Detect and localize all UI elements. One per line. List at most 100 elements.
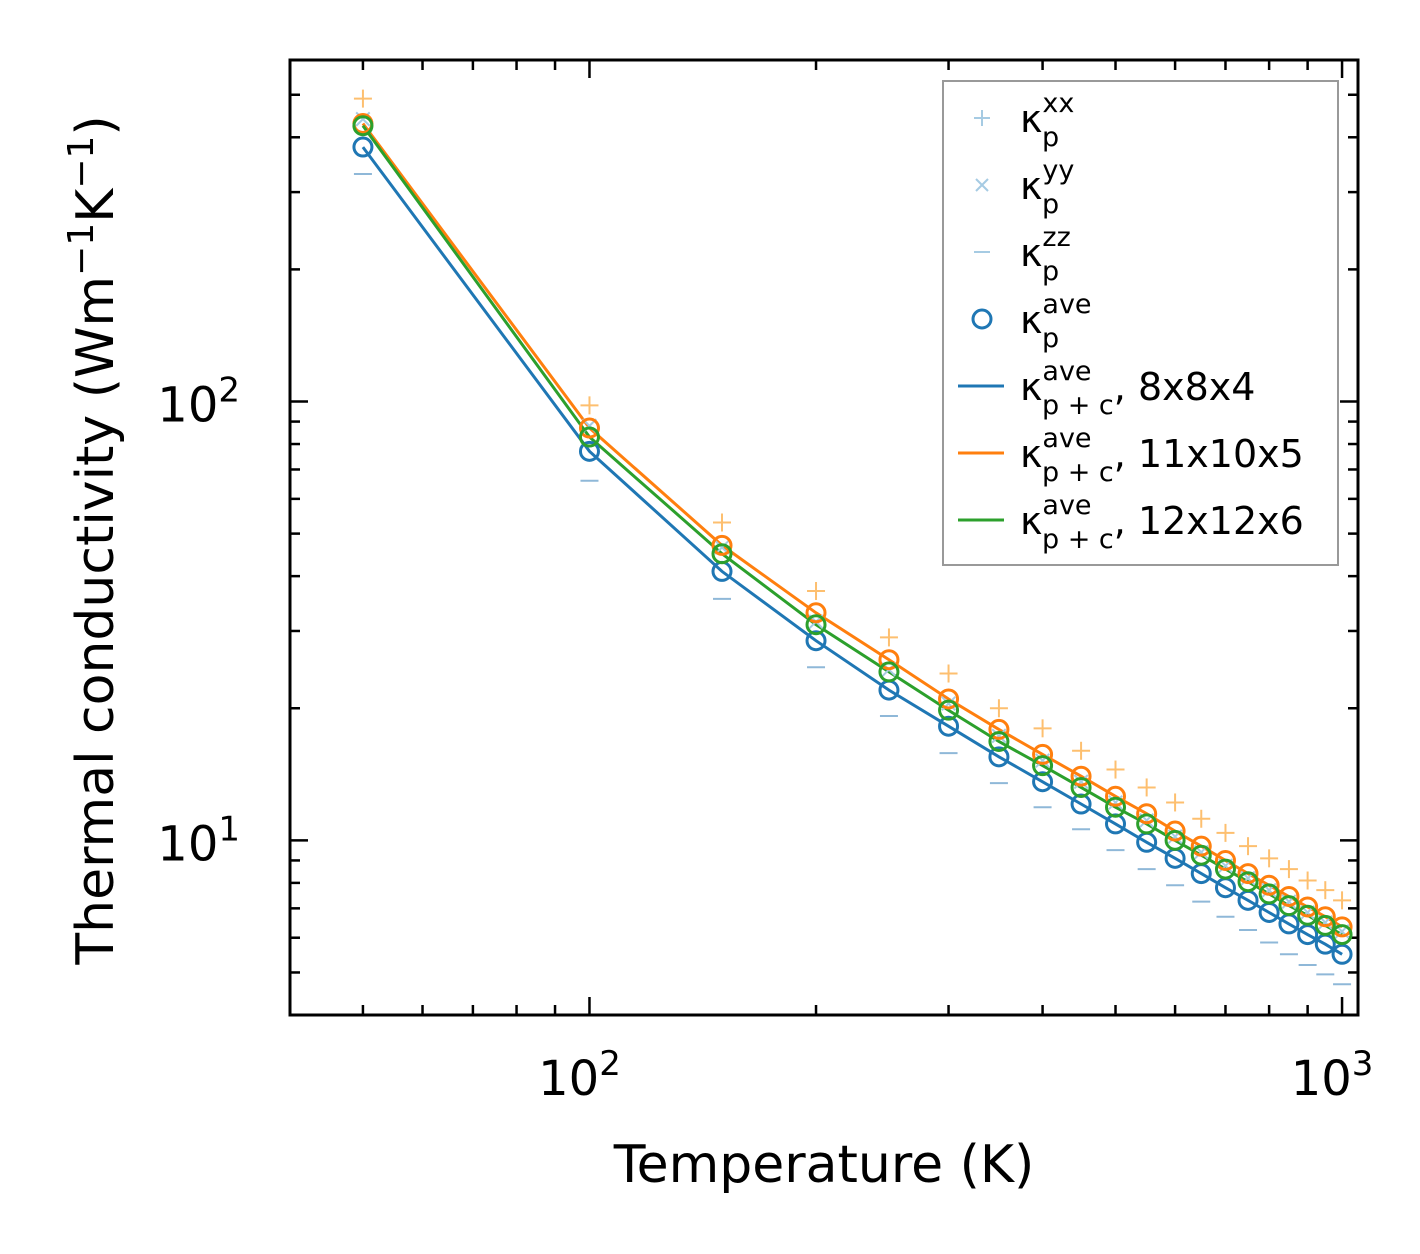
x-tick-label: 102 <box>538 1044 621 1107</box>
legend-label-suffix: , 12x12x6 <box>1114 499 1304 543</box>
data-point <box>1192 809 1211 828</box>
legend-label-sub: p + c <box>1042 457 1114 488</box>
data-point <box>1136 803 1158 825</box>
y-axis-label-main: Thermal conductivity (Wm <box>66 276 126 966</box>
data-point <box>1164 820 1186 842</box>
legend-label-base: κ <box>1020 97 1042 141</box>
legend-label-base: κ <box>1020 365 1042 409</box>
data-series <box>352 89 1353 986</box>
data-point <box>1278 895 1300 917</box>
data-point <box>1297 904 1319 926</box>
data-point-b <box>1073 774 1089 790</box>
data-point <box>1032 755 1054 777</box>
data-point <box>878 649 900 671</box>
data-point <box>352 115 374 137</box>
legend-label-base: κ <box>1020 432 1042 476</box>
legend-label-base: κ <box>1020 499 1042 543</box>
data-point <box>1137 778 1156 797</box>
y-tick-label-exp: 1 <box>218 809 240 849</box>
data-point <box>1190 835 1212 857</box>
data-point <box>1166 793 1185 812</box>
legend-label-suffix: , 11x10x5 <box>1114 432 1304 476</box>
data-point <box>1298 871 1317 890</box>
legend-label-sup: zz <box>1042 222 1070 253</box>
y-axis-label-exp1: −1 <box>61 223 102 276</box>
y-tick-label-base: 10 <box>157 377 218 433</box>
data-point <box>807 581 826 600</box>
data-point <box>352 136 374 158</box>
legend-label: κave p + c, 12x12x6 <box>1020 490 1304 555</box>
y-axis-label-unit: K <box>66 187 126 223</box>
data-point <box>1237 863 1259 885</box>
data-point <box>1258 883 1280 905</box>
legend-label-sub: p <box>1042 323 1059 354</box>
data-point <box>805 602 827 624</box>
data-point <box>1314 914 1336 936</box>
data-point <box>879 628 898 647</box>
legend-label: κxx p <box>1020 88 1074 153</box>
legend-label-base: κ <box>1020 298 1042 342</box>
legend-label: κyy p <box>1020 155 1074 220</box>
data-point <box>1258 874 1280 896</box>
data-point <box>1073 774 1089 790</box>
data-point <box>805 614 827 636</box>
data-point <box>1216 823 1235 842</box>
data-point <box>939 664 958 683</box>
legend-label: κave p + c, 11x10x5 <box>1020 423 1304 488</box>
legend-label-sub: p <box>1042 189 1059 220</box>
data-point <box>578 426 600 448</box>
data-point <box>991 728 1007 744</box>
data-point <box>1279 860 1298 879</box>
series-line-8x8x4 <box>361 146 1343 956</box>
legend-label-sub: p <box>1042 122 1059 153</box>
y-tick-label: 101 <box>157 809 240 872</box>
data-point <box>989 699 1008 718</box>
legend-marker <box>974 110 990 126</box>
data-point <box>711 534 733 556</box>
data-point-b <box>1035 753 1051 769</box>
data-point <box>713 513 732 532</box>
x-tick-label-base: 10 <box>538 1051 599 1107</box>
data-point <box>878 661 900 683</box>
data-point <box>1278 885 1300 907</box>
data-point <box>1070 776 1092 798</box>
data-point <box>1316 881 1335 900</box>
axes-frame <box>288 58 1360 1017</box>
data-point <box>1214 858 1236 880</box>
data-point <box>938 699 960 721</box>
legend-label-base: κ <box>1020 164 1042 208</box>
legend-label-sub: p + c <box>1042 390 1114 421</box>
data-point <box>1032 771 1054 793</box>
data-point <box>988 746 1010 768</box>
legend-label-base: κ <box>1020 231 1042 275</box>
data-point <box>1033 719 1052 738</box>
legend-label-sup: ave <box>1042 289 1091 320</box>
x-tick-label-base: 10 <box>1291 1051 1352 1107</box>
data-point <box>580 396 599 415</box>
x-axis-label: Temperature (K) <box>613 1135 1035 1195</box>
data-point <box>1136 813 1158 835</box>
data-point-b <box>991 728 1007 744</box>
data-point <box>1331 924 1353 946</box>
data-point <box>1237 871 1259 893</box>
data-point <box>1260 849 1279 868</box>
data-point <box>353 89 372 108</box>
data-point <box>711 543 733 565</box>
x-tick-label-exp: 3 <box>1352 1044 1374 1084</box>
y-axis-label: Thermal conductivity (Wm−1K−1) <box>61 115 126 965</box>
legend-label-suffix: , 8x8x4 <box>1114 365 1256 409</box>
legend-marker <box>975 178 989 192</box>
svg-text:Thermal conductivity (Wm−1K−1): Thermal conductivity (Wm−1K−1) <box>61 115 126 965</box>
legend-marker-b <box>975 178 989 192</box>
legend-label-sup: ave <box>1042 356 1091 387</box>
scatter-kp_ave-12x12x6 <box>352 115 1353 946</box>
data-point <box>1072 741 1091 760</box>
y-axis-label-exp2: −1 <box>61 136 102 189</box>
legend-label-sup: yy <box>1042 155 1074 186</box>
legend-label: κave p + c, 8x8x4 <box>1020 356 1255 421</box>
data-point <box>938 688 960 710</box>
series-line-11x10x5 <box>361 122 1343 929</box>
